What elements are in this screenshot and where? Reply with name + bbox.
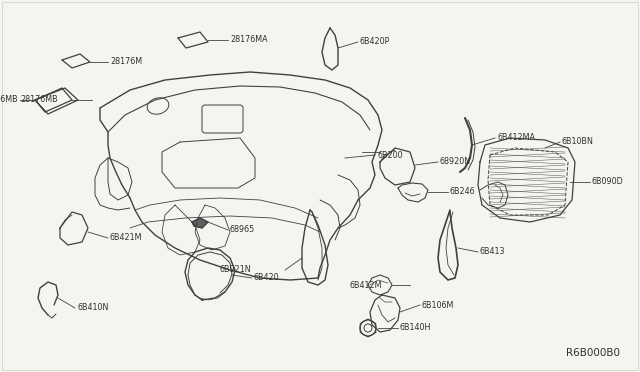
Text: 68920N: 68920N: [440, 157, 471, 167]
Text: 6B420: 6B420: [254, 273, 280, 282]
Text: 28176MB: 28176MB: [0, 96, 18, 105]
Text: 28176MA: 28176MA: [230, 35, 268, 45]
Text: 6B200: 6B200: [377, 151, 403, 160]
Text: 6B420P: 6B420P: [360, 38, 390, 46]
Text: 28176M: 28176M: [110, 58, 142, 67]
Text: 6B412M: 6B412M: [350, 280, 383, 289]
Text: 6B246: 6B246: [450, 187, 476, 196]
Polygon shape: [192, 218, 208, 228]
Text: 6B421M: 6B421M: [110, 234, 143, 243]
Text: 6B106M: 6B106M: [422, 301, 454, 310]
Text: 6B412MA: 6B412MA: [497, 134, 535, 142]
Text: R6B000B0: R6B000B0: [566, 348, 620, 358]
Text: 6B140H: 6B140H: [400, 324, 431, 333]
Text: 28176MB: 28176MB: [20, 96, 58, 105]
Text: 6B413: 6B413: [480, 247, 506, 257]
Text: 68965: 68965: [230, 225, 255, 234]
Text: 6B410N: 6B410N: [77, 304, 108, 312]
Text: 6B10BN: 6B10BN: [562, 138, 594, 147]
Text: 6B921N: 6B921N: [220, 266, 252, 275]
Text: 6B090D: 6B090D: [592, 177, 624, 186]
